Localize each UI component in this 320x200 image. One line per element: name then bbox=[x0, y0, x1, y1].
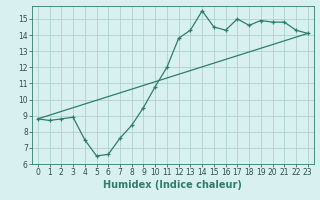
X-axis label: Humidex (Indice chaleur): Humidex (Indice chaleur) bbox=[103, 180, 242, 190]
